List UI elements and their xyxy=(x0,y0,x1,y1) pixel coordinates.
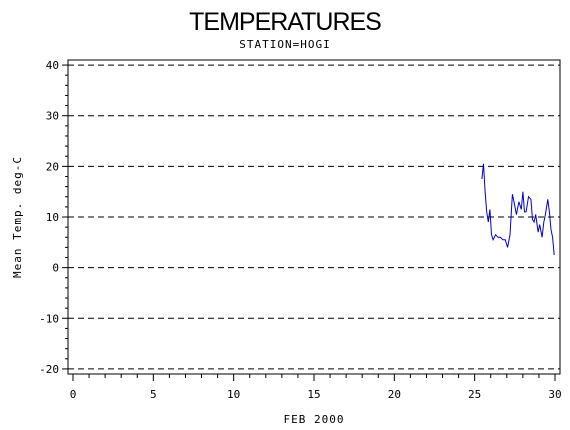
grid-lines xyxy=(68,64,560,370)
series-group xyxy=(481,163,555,256)
y-axis-label: Mean Temp. deg-C xyxy=(11,156,24,278)
y-axis: -20 -10 0 10 20 30 40 xyxy=(39,59,68,376)
x-axis: 0 5 10 15 20 25 30 xyxy=(70,374,562,401)
y-tick-label: -20 xyxy=(39,363,59,376)
x-tick-label: 20 xyxy=(388,388,401,401)
x-tick-label: 5 xyxy=(150,388,157,401)
chart-subtitle: STATION=HOGI xyxy=(239,38,330,51)
y-tick-label: 40 xyxy=(46,59,59,72)
x-tick-label: 0 xyxy=(70,388,77,401)
x-tick-label: 30 xyxy=(548,388,561,401)
x-tick-label: 25 xyxy=(468,388,481,401)
series-line-0 xyxy=(481,163,555,256)
y-tick-label: 0 xyxy=(52,262,59,275)
x-tick-label: 15 xyxy=(307,388,320,401)
y-tick-label: 10 xyxy=(46,211,59,224)
x-tick-label: 10 xyxy=(227,388,240,401)
y-tick-label: -10 xyxy=(39,312,59,325)
x-axis-label: FEB 2000 xyxy=(284,413,345,426)
chart-title: TEMPERATURES xyxy=(189,8,381,36)
y-tick-label: 20 xyxy=(46,160,59,173)
y-tick-label: 30 xyxy=(46,110,59,123)
